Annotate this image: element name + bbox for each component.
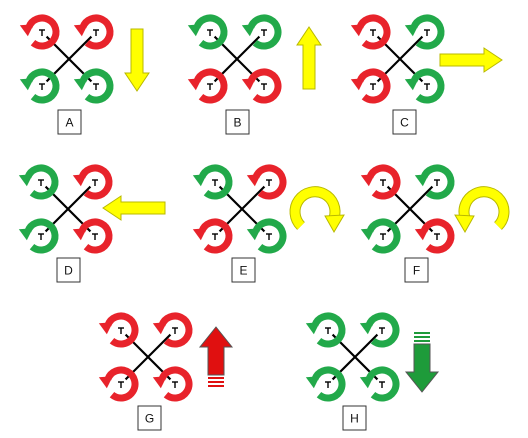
rotate-counterclockwise-icon	[454, 186, 510, 234]
panel-label: C	[392, 109, 417, 135]
panel-label: F	[404, 257, 429, 283]
panel-label: B	[225, 109, 250, 135]
panel-g: G	[98, 312, 234, 431]
panel-label: H	[342, 405, 367, 431]
rotor-front-right	[72, 164, 113, 200]
rotor-front-left	[350, 14, 391, 50]
panel-label-text: B	[233, 116, 241, 130]
panel-b: B	[187, 14, 322, 135]
panel-d: D	[18, 164, 166, 283]
rotor-rear-left	[360, 218, 401, 254]
rotor-front-left	[192, 164, 233, 200]
rotor-rear-left	[305, 366, 346, 402]
direction-arrow-icon	[124, 28, 150, 92]
panel-label-text: G	[145, 412, 154, 426]
panel-label-text: F	[413, 264, 420, 278]
rotor-rear-left	[18, 218, 59, 254]
thrust-up-arrow-icon	[198, 326, 234, 387]
rotor-rear-left	[350, 68, 391, 104]
rotor-rear-right	[73, 68, 114, 104]
panel-label-text: C	[400, 116, 409, 130]
rotor-rear-left	[98, 366, 139, 402]
rotor-rear-right	[404, 68, 445, 104]
rotor-front-left	[18, 164, 59, 200]
rotor-front-right	[73, 14, 114, 50]
rotor-rear-left	[187, 68, 228, 104]
rotor-front-right	[404, 14, 445, 50]
panel-f: F	[360, 164, 510, 283]
rotor-front-right	[359, 312, 400, 348]
direction-arrow-icon	[296, 26, 322, 90]
panel-label: A	[57, 109, 82, 135]
rotor-rear-right	[359, 366, 400, 402]
rotor-front-left	[360, 164, 401, 200]
rotor-front-right	[241, 14, 282, 50]
rotor-front-right	[152, 312, 193, 348]
rotor-rear-right	[241, 68, 282, 104]
panel-label-text: D	[64, 264, 73, 278]
thrust-down-arrow-icon	[404, 332, 440, 393]
rotor-rear-right	[152, 366, 193, 402]
panel-label: D	[56, 257, 81, 283]
rotor-front-left	[305, 312, 346, 348]
rotate-clockwise-icon	[289, 186, 345, 234]
rotor-rear-right	[414, 218, 455, 254]
panel-h: H	[305, 312, 440, 431]
rotor-front-right	[246, 164, 287, 200]
rotor-rear-left	[19, 68, 60, 104]
rotor-rear-right	[72, 218, 113, 254]
panel-a: A	[19, 14, 150, 135]
rotor-front-right	[414, 164, 455, 200]
rotor-front-left	[98, 312, 139, 348]
rotor-front-left	[187, 14, 228, 50]
panel-label-text: A	[65, 116, 73, 130]
direction-arrow-icon	[439, 47, 503, 73]
panel-label-text: H	[350, 412, 359, 426]
panel-label: E	[231, 257, 256, 283]
panel-e: E	[192, 164, 345, 283]
rotor-rear-left	[192, 218, 233, 254]
direction-arrow-icon	[102, 195, 166, 221]
panel-label-text: E	[239, 264, 247, 278]
panel-label: G	[137, 405, 162, 431]
rotor-front-left	[19, 14, 60, 50]
panel-c: C	[350, 14, 503, 135]
rotor-rear-right	[246, 218, 287, 254]
